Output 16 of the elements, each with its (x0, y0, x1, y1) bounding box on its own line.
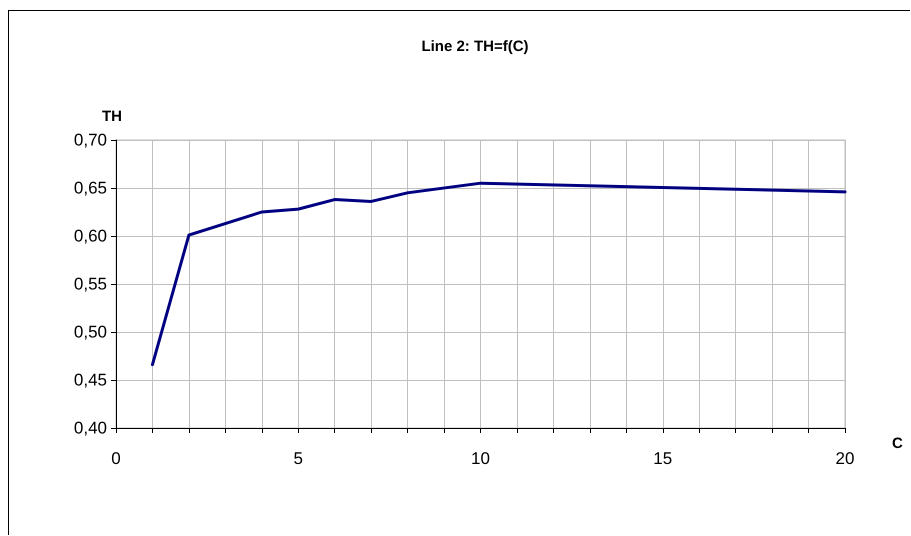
x-tick-label: 15 (653, 449, 672, 468)
y-tick-label: 0,50 (74, 322, 107, 342)
y-tick-label: 0,40 (74, 418, 107, 438)
x-tick-label: 10 (471, 449, 490, 468)
chart-title: Line 2: TH=f(C) (421, 38, 529, 55)
line-series (150, 182, 846, 366)
x-tick-label: 20 (836, 449, 854, 468)
x-tick-label: 0 (111, 449, 121, 468)
x-tick-label: 5 (294, 449, 303, 468)
y-tick-label: 0,70 (74, 130, 107, 150)
x-axis-title: C (892, 435, 903, 452)
y-tick-label: 0,45 (74, 370, 107, 390)
y-tick-label: 0,55 (74, 274, 107, 294)
y-tick-label: 0,60 (74, 226, 107, 246)
y-axis-title: TH (102, 108, 122, 125)
y-tick-label: 0,65 (74, 178, 107, 198)
